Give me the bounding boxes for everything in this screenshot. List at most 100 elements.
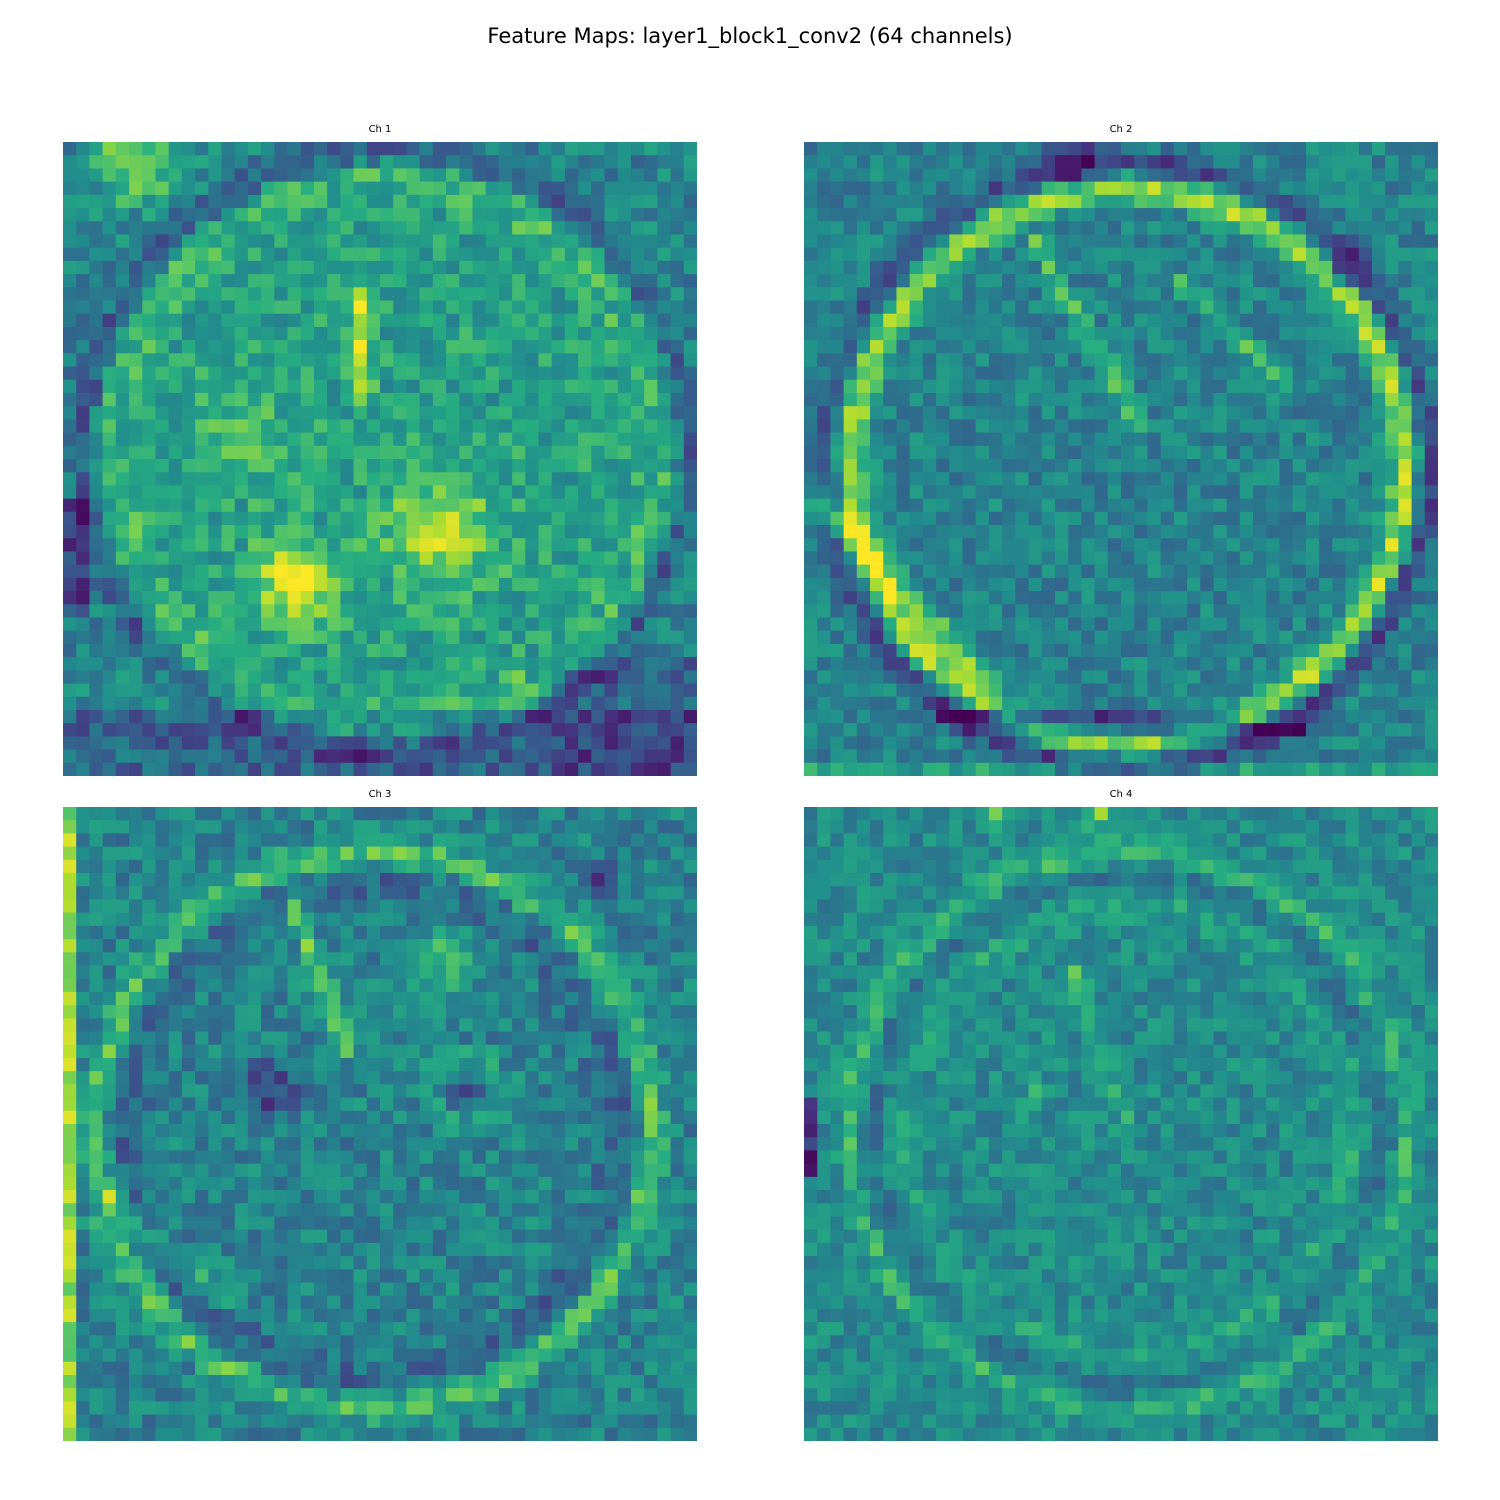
heatmap-1-cell (89, 709, 104, 724)
heatmap-1-cell (63, 247, 77, 262)
heatmap-1-cell (155, 260, 170, 275)
heatmap-2-cell (883, 313, 898, 328)
heatmap-2-cell (1305, 300, 1320, 315)
heatmap-1-cell (459, 670, 474, 685)
figure-title: Feature Maps: layer1_block1_conv2 (64 ch… (487, 24, 1013, 48)
heatmap-1-cell (181, 340, 196, 354)
heatmap-2-cell (896, 340, 911, 354)
heatmap-2-cell (883, 406, 898, 420)
heatmap-2-cell (1028, 498, 1043, 513)
heatmap-2-cell (909, 287, 924, 302)
heatmap-2-cell (1028, 749, 1043, 764)
heatmap-1-cell (683, 142, 697, 156)
heatmap-2-cell (1305, 696, 1320, 711)
heatmap-2-cell (1173, 525, 1188, 539)
heatmap-1-cell (274, 142, 289, 156)
heatmap-2-cell (1385, 709, 1399, 724)
heatmap-1-cell (419, 247, 434, 262)
heatmap-1-cell (380, 577, 394, 592)
heatmap-3-cell (670, 859, 685, 874)
heatmap-1-cell (208, 749, 223, 764)
heatmap-1-cell (300, 406, 315, 420)
heatmap-3-cell (604, 820, 619, 835)
heatmap-1-cell (432, 657, 447, 671)
heatmap-2-cell (843, 194, 858, 209)
heatmap-2-cell (1094, 366, 1109, 381)
heatmap-2-cell (1041, 630, 1056, 645)
heatmap-1-cell (630, 234, 645, 249)
heatmap-2-cell (896, 749, 911, 764)
heatmap-1-cell (221, 260, 236, 275)
heatmap-2-cell (936, 142, 950, 156)
heatmap-1-cell (155, 300, 170, 315)
heatmap-1-cell (313, 340, 328, 354)
heatmap-2-cell (1411, 670, 1426, 685)
heatmap-2-cell (1345, 459, 1360, 473)
heatmap-2-cell (1266, 591, 1281, 605)
heatmap-1-cell (525, 657, 540, 671)
heatmap-1-cell (234, 313, 249, 328)
heatmap-2-cell (1358, 591, 1373, 605)
heatmap-1-cell (459, 353, 474, 368)
heatmap-3-cell (115, 807, 130, 821)
heatmap-1-cell (498, 485, 513, 500)
heatmap-1-cell (446, 511, 460, 526)
heatmap-1-cell (221, 287, 236, 302)
heatmap-2-cell (1226, 208, 1241, 222)
heatmap-2-cell (817, 432, 832, 447)
heatmap-2-cell (1332, 617, 1347, 632)
heatmap-2-cell (896, 366, 911, 381)
heatmap-1-cell (657, 762, 672, 776)
heatmap-2-cell (896, 142, 911, 156)
heatmap-1-cell (591, 696, 606, 711)
heatmap-2-cell (1424, 696, 1438, 711)
heatmap-3-cell (564, 899, 579, 914)
heatmap-2-cell (1187, 221, 1201, 236)
heatmap-2-cell (1358, 168, 1373, 183)
heatmap-1-cell (89, 485, 104, 500)
heatmap-2-cell (1200, 736, 1215, 751)
heatmap-2-cell (1385, 564, 1399, 579)
heatmap-2-cell (1200, 392, 1215, 407)
heatmap-2-cell (856, 208, 871, 222)
heatmap-2-cell (1239, 525, 1254, 539)
heatmap-2-cell (1239, 459, 1254, 473)
heatmap-2-cell (1041, 670, 1056, 685)
heatmap-1-cell (617, 736, 632, 751)
heatmap-3-cell (300, 859, 315, 874)
heatmap-3-cell (380, 820, 394, 835)
heatmap-2-cell (1002, 366, 1016, 381)
heatmap-1-cell (327, 392, 341, 407)
heatmap-1-cell (155, 762, 170, 776)
heatmap-2-cell (1173, 459, 1188, 473)
heatmap-1-cell (366, 247, 381, 262)
heatmap-2-cell (1411, 551, 1426, 566)
heatmap-1-cell (459, 432, 474, 447)
heatmap-2-cell (1424, 379, 1438, 394)
heatmap-1-cell (129, 142, 143, 156)
heatmap-2-cell (1187, 551, 1201, 566)
heatmap-2-cell (1134, 564, 1149, 579)
heatmap-1-cell (181, 353, 196, 368)
heatmap-1-cell (446, 419, 460, 434)
heatmap-1-cell (419, 379, 434, 394)
heatmap-1-cell (393, 670, 408, 685)
heatmap-2-cell (1213, 155, 1228, 170)
heatmap-2-cell (1015, 260, 1030, 275)
heatmap-2-cell (1292, 168, 1307, 183)
heatmap-2-cell (1332, 749, 1347, 764)
heatmap-1-cell (261, 353, 275, 368)
heatmap-2-cell (1081, 313, 1096, 328)
heatmap-1-cell (604, 736, 619, 751)
heatmap-1-cell (142, 511, 157, 526)
heatmap-2-cell (870, 247, 884, 262)
heatmap-1-cell (274, 392, 289, 407)
heatmap-3-cell (512, 899, 526, 914)
heatmap-1-cell (644, 604, 658, 619)
heatmap-1-cell (129, 234, 143, 249)
heatmap-2-cell (1134, 511, 1149, 526)
heatmap-2-cell (870, 208, 884, 222)
heatmap-2-cell (1239, 300, 1254, 315)
heatmap-2-cell (1358, 445, 1373, 460)
heatmap-2-cell (1187, 194, 1201, 209)
